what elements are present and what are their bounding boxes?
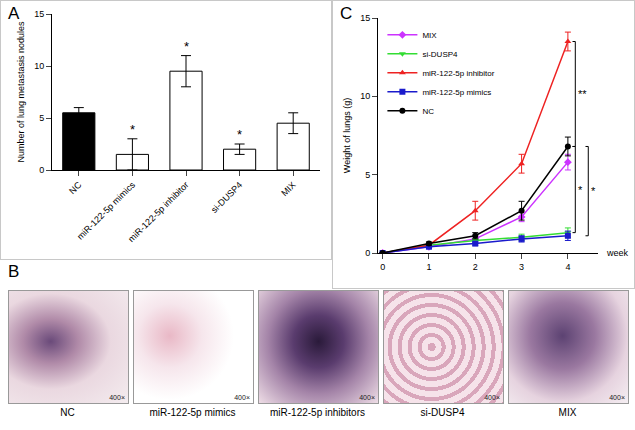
svg-text:15: 15 [34,9,44,19]
svg-text:5: 5 [39,113,44,123]
svg-text:si-DUSP4: si-DUSP4 [422,50,458,59]
svg-text:10: 10 [34,61,44,71]
html-text:A: A [8,4,20,23]
svg-text:0: 0 [380,262,385,272]
svg-text:NC: NC [422,107,434,116]
svg-text:miR-122-5p inhibitor: miR-122-5p inhibitor [126,180,190,244]
svg-text:5: 5 [365,170,370,180]
html-text:NC: NC [60,407,75,418]
html-text:miR-122-5p inhibitors: miR-122-5p inhibitors [270,407,365,418]
svg-text:0: 0 [365,248,370,258]
svg-text:miR-122-5p mimics: miR-122-5p mimics [75,179,137,241]
html-text:B: B [8,262,20,281]
html-text:400×: 400× [609,394,625,401]
svg-text:*: * [578,184,583,196]
svg-text:**: ** [578,88,587,100]
html-text:400×: 400× [359,394,375,401]
svg-text:4: 4 [565,262,570,272]
svg-text:10: 10 [360,91,370,101]
svg-text:miR-122-5p inhibitor: miR-122-5p inhibitor [422,69,494,78]
html-text:400×: 400× [484,394,500,401]
svg-text:0: 0 [39,165,44,175]
svg-text:Weight of lungs (g): Weight of lungs (g) [342,98,352,173]
svg-text:1: 1 [426,262,431,272]
svg-text:week: week [606,248,629,258]
svg-text:*: * [591,185,596,197]
svg-text:MIX: MIX [279,180,297,198]
svg-text:3: 3 [519,262,524,272]
html-text:400×: 400× [234,394,250,401]
html-text:C: C [340,4,353,23]
svg-text:2: 2 [473,262,478,272]
html-text:400×: 400× [109,394,125,401]
svg-text:*: * [130,122,135,137]
svg-text:Number of lung metastasis nodu: Number of lung metastasis nodules [16,21,26,163]
svg-text:15: 15 [360,13,370,23]
html-text:MIX: MIX [558,407,577,418]
svg-text:*: * [237,127,242,142]
html-text:si-DUSP4: si-DUSP4 [420,407,465,418]
html-text:miR-122-5p mimics: miR-122-5p mimics [149,407,236,418]
svg-text:si-DUSP4: si-DUSP4 [209,180,244,215]
svg-text:miR-122-5p mimics: miR-122-5p mimics [422,88,491,97]
svg-text:NC: NC [67,179,84,196]
svg-text:MIX: MIX [422,31,437,40]
svg-text:*: * [184,39,189,54]
